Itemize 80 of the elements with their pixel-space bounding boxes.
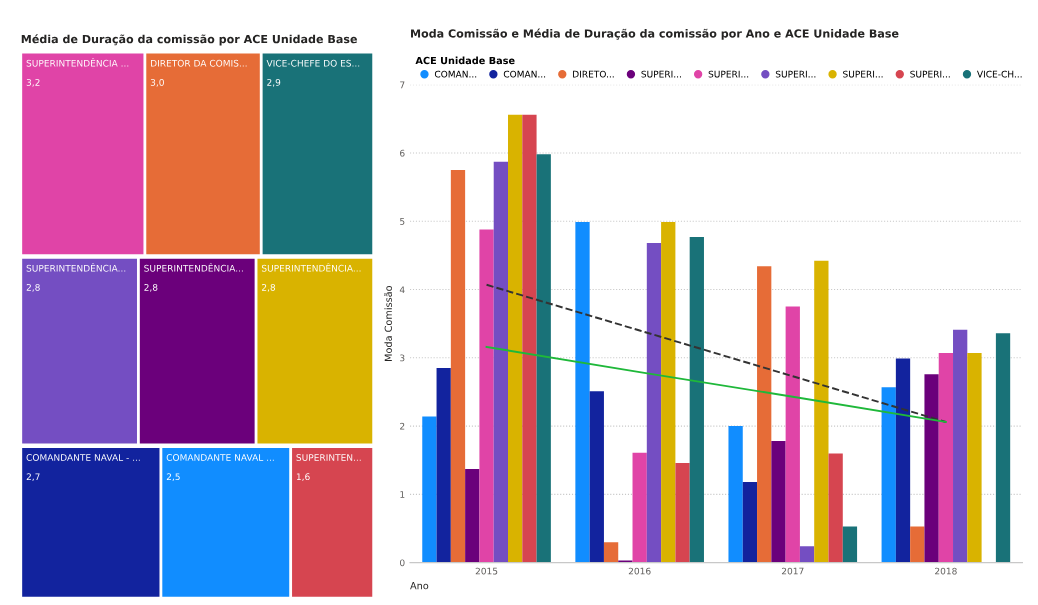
bar [508,114,523,563]
bar [589,391,604,563]
bar [814,260,829,563]
x-tick-label: 2015 [475,567,498,575]
bar [799,546,815,563]
x-tick-label: 2017 [781,567,804,575]
bar [842,526,858,563]
bar [661,221,676,563]
bar [967,353,982,563]
legend-label: SUPERI... [641,70,681,78]
category-label: SUPERINTEN... [296,454,361,461]
bar [465,469,480,563]
legend-label: SUPERI... [843,70,883,78]
legend-label: SUPERI... [910,70,950,78]
bar [536,154,551,563]
y-tick-label: 5 [400,218,405,225]
data-label: 3,2 [26,78,40,87]
bar [895,358,911,563]
data-label: 2,8 [26,284,40,292]
y-axis-title: Moda Comissão [384,285,392,361]
bar [646,243,662,563]
y-tick-label: 7 [400,81,405,89]
bar [828,453,843,563]
legend-label: SUPERI... [775,70,816,78]
y-tick-label: 2 [400,422,405,430]
legend-label: DIRETO... [573,70,614,78]
data-label: 2,8 [144,284,158,292]
bar [479,229,494,563]
bar [450,170,466,563]
bar [953,329,968,563]
bar [728,426,743,563]
data-label: 3,0 [150,78,164,87]
chart-title: Moda Comissão e Média de Duração da comissão por Ano e ACE Unidade Base [411,28,899,40]
x-tick-label: 2016 [628,567,651,575]
category-label: COMANDANTE NAVAL ... [166,454,274,461]
line-series [485,345,947,423]
bar [632,452,647,563]
bar [995,333,1011,563]
legend-label: SUPERI... [708,70,749,78]
data-label: 1,6 [296,473,310,482]
y-tick-label: 3 [400,354,405,362]
bar [910,526,925,563]
legend-label: COMAN... [434,70,477,78]
category-label: SUPERINTENDÊNCIA... [144,263,243,272]
category-label: COMANDANTE NAVAL - ... [26,454,140,461]
bar [522,114,537,563]
text: Média de Duração da comissão por ACE Unidade Base [21,34,357,46]
line-series [485,283,947,423]
category-label: VICE-CHEFE DO ES... [266,59,360,67]
category-label: DIRETOR DA COMIS... [151,59,247,67]
bar [436,368,451,563]
x-axis-title: Ano [410,582,429,590]
bar [785,306,800,563]
y-tick-label: 4 [399,286,405,293]
bar [675,462,690,563]
bar [757,266,772,563]
data-label: 2,8 [262,284,276,292]
data-label: 2,5 [166,473,180,482]
y-tick-label: 1 [400,491,405,498]
data-label: 2,7 [26,473,40,482]
y-tick-label: 6 [400,149,405,157]
bar [689,236,704,563]
bar [603,542,619,563]
data-label: 2,9 [267,78,281,87]
bar [742,482,758,563]
bar [422,416,437,563]
bar [771,441,786,563]
bar [924,374,939,563]
bar [575,221,590,563]
legend-label: COMAN... [503,70,546,78]
category-label: SUPERINTENDÊNCIA... [261,263,361,272]
category-label: SUPERINTENDÊNCIA ... [26,58,129,67]
bar [938,353,954,563]
legend-label: VICE-CH... [976,70,1022,78]
legend-title: ACE Unidade Base [415,56,515,65]
bar [493,161,508,563]
y-tick-label: 0 [400,559,405,567]
category-label: SUPERINTENDÊNCIA... [26,263,126,272]
bar [881,387,896,563]
x-tick-label: 2018 [935,567,957,575]
